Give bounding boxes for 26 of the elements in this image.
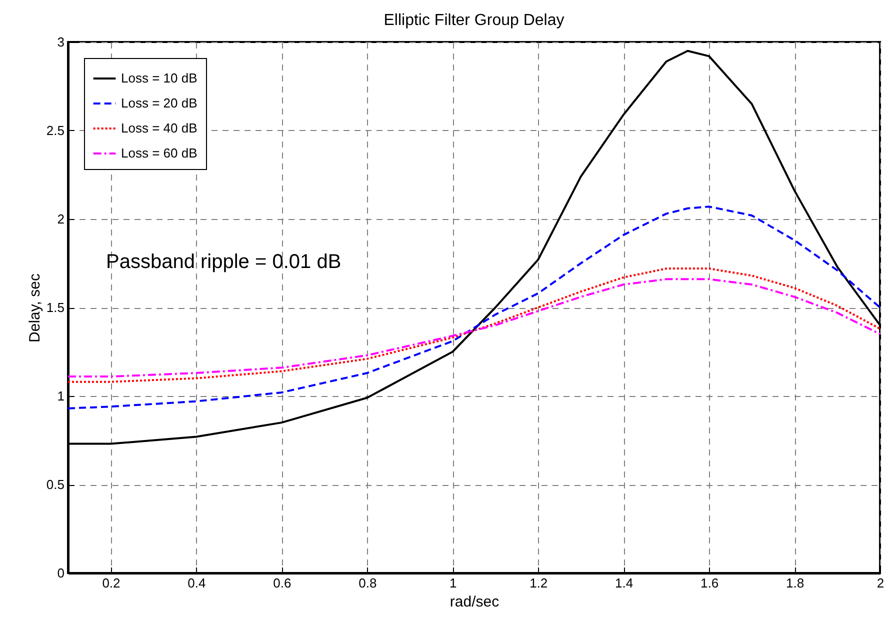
y-tick-label: 2.5 bbox=[46, 123, 64, 138]
y-tick-label: 1 bbox=[57, 388, 64, 404]
x-tick-label: 1 bbox=[450, 576, 457, 590]
legend-label: Loss = 60 dB bbox=[121, 146, 198, 160]
x-tick-label: 0.8 bbox=[358, 576, 377, 590]
legend-label: Loss = 20 dB bbox=[121, 96, 198, 110]
y-tick-label: 0 bbox=[57, 566, 64, 580]
line-series bbox=[68, 206, 880, 410]
x-tick-label: 1.4 bbox=[615, 576, 634, 590]
x-tick-label: 1.8 bbox=[786, 576, 804, 590]
y-tick-label: 3 bbox=[57, 34, 64, 50]
y-axis-title: Delay, sec bbox=[26, 273, 44, 342]
chart-title: Elliptic Filter Group Delay bbox=[384, 12, 564, 29]
y-tick-label: 0.5 bbox=[46, 477, 64, 492]
x-tick-label: 0.2 bbox=[102, 576, 120, 590]
x-tick-label: 1.2 bbox=[530, 576, 548, 590]
x-axis-title: rad/sec bbox=[450, 594, 500, 610]
x-tick-label: 0.4 bbox=[188, 576, 206, 590]
x-tick-label: 1.6 bbox=[700, 576, 719, 590]
y-tick-label: 1.5 bbox=[46, 300, 64, 315]
x-tick-label: 0.6 bbox=[273, 576, 292, 590]
annotation: Passband ripple = 0.01 dB bbox=[106, 251, 342, 273]
legend-label: Loss = 40 dB bbox=[121, 120, 198, 136]
x-tick-label: 2 bbox=[876, 576, 884, 590]
y-tick-label: 2 bbox=[57, 212, 64, 226]
legend-label: Loss = 10 dB bbox=[121, 70, 198, 86]
